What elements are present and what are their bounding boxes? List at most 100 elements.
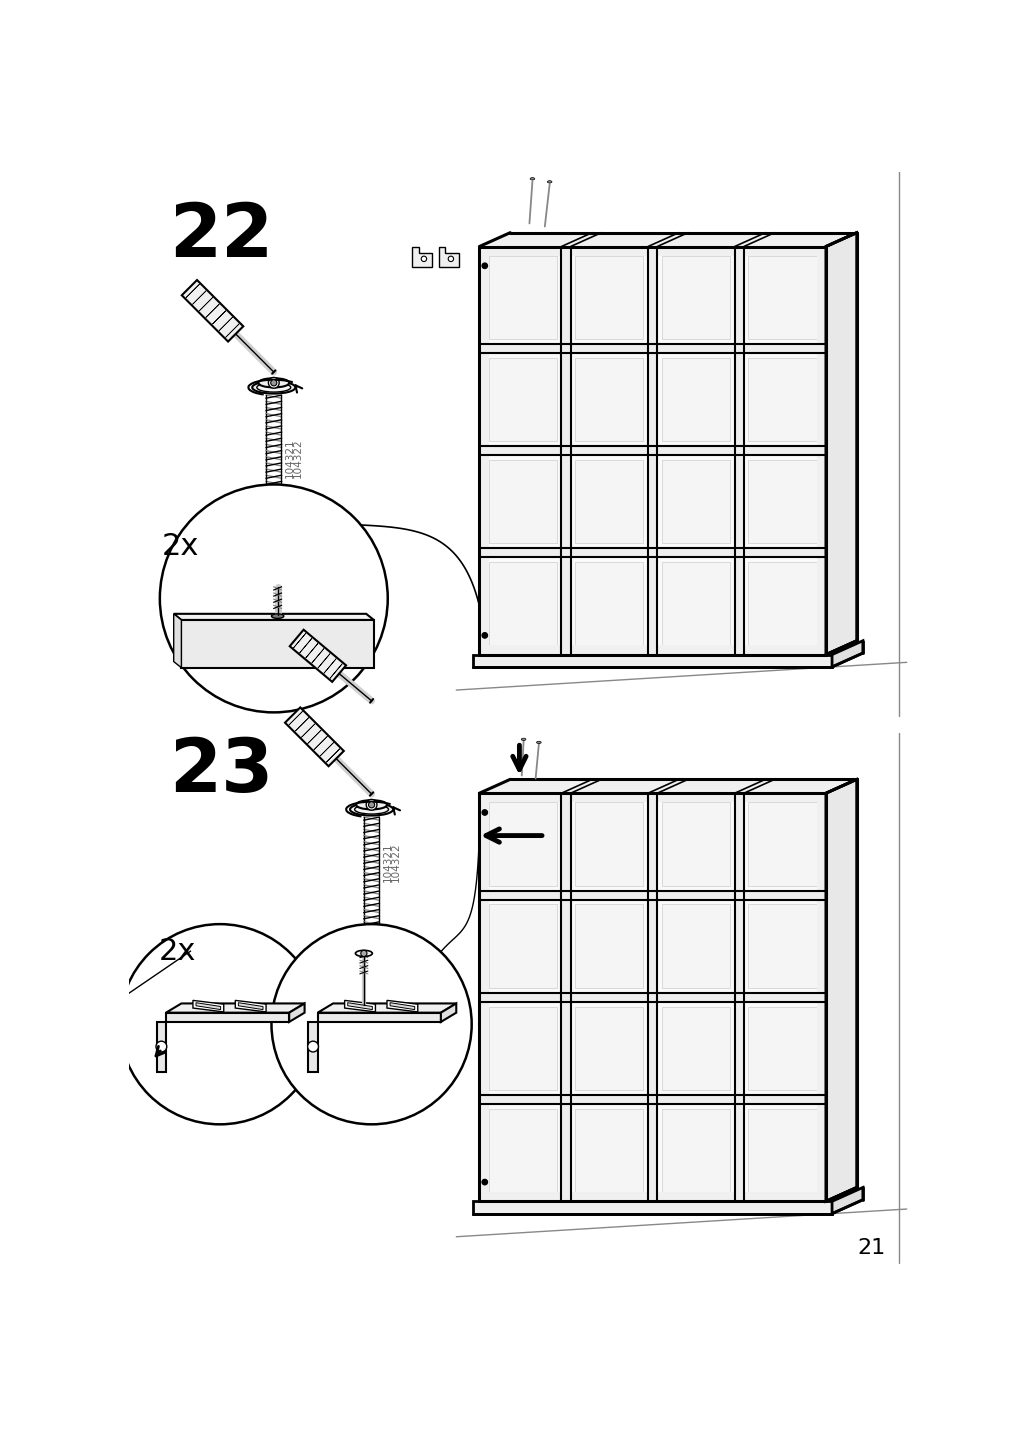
Ellipse shape <box>547 180 551 183</box>
Polygon shape <box>748 358 816 441</box>
Polygon shape <box>311 649 324 663</box>
Polygon shape <box>574 905 643 988</box>
Polygon shape <box>831 1187 862 1214</box>
Polygon shape <box>647 246 656 654</box>
Ellipse shape <box>356 800 386 809</box>
Circle shape <box>368 802 374 808</box>
Text: 104322: 104322 <box>390 842 400 882</box>
Polygon shape <box>479 779 856 793</box>
Polygon shape <box>661 561 729 646</box>
Circle shape <box>271 924 471 1124</box>
Text: 23: 23 <box>169 736 273 809</box>
Circle shape <box>361 951 367 957</box>
Polygon shape <box>193 1001 223 1012</box>
Polygon shape <box>561 246 570 654</box>
Polygon shape <box>488 358 556 441</box>
Polygon shape <box>212 311 225 324</box>
Polygon shape <box>295 717 308 732</box>
Polygon shape <box>289 712 302 725</box>
Ellipse shape <box>257 382 290 392</box>
Polygon shape <box>305 643 317 659</box>
Polygon shape <box>488 905 556 988</box>
Ellipse shape <box>258 378 289 388</box>
Polygon shape <box>239 1002 263 1010</box>
Circle shape <box>366 799 376 811</box>
Polygon shape <box>289 1004 304 1022</box>
Ellipse shape <box>355 951 372 957</box>
Polygon shape <box>748 256 816 339</box>
Circle shape <box>268 378 279 388</box>
Polygon shape <box>647 793 656 1201</box>
Polygon shape <box>389 1002 415 1010</box>
Polygon shape <box>235 1001 266 1012</box>
Polygon shape <box>574 802 643 886</box>
Ellipse shape <box>252 381 295 394</box>
Ellipse shape <box>521 737 526 740</box>
Polygon shape <box>479 445 825 455</box>
Text: 104321: 104321 <box>382 842 392 882</box>
Polygon shape <box>225 324 239 338</box>
Polygon shape <box>661 802 729 886</box>
Polygon shape <box>317 1004 456 1012</box>
Polygon shape <box>317 653 330 669</box>
Polygon shape <box>441 1004 456 1022</box>
Polygon shape <box>561 793 570 1201</box>
Polygon shape <box>324 659 336 673</box>
Polygon shape <box>411 246 432 266</box>
Polygon shape <box>748 460 816 543</box>
Polygon shape <box>488 256 556 339</box>
Polygon shape <box>157 1022 166 1073</box>
Polygon shape <box>825 779 856 1201</box>
Polygon shape <box>479 793 488 1201</box>
Polygon shape <box>308 1022 317 1073</box>
Polygon shape <box>166 1004 304 1012</box>
Polygon shape <box>748 1007 816 1090</box>
Ellipse shape <box>530 178 534 180</box>
Polygon shape <box>313 736 328 750</box>
Polygon shape <box>479 246 825 256</box>
Polygon shape <box>748 1108 816 1191</box>
Polygon shape <box>488 1007 556 1090</box>
Text: 22: 22 <box>169 200 273 274</box>
Polygon shape <box>825 232 856 654</box>
Polygon shape <box>479 548 825 557</box>
Polygon shape <box>285 707 344 766</box>
Polygon shape <box>186 284 199 298</box>
Polygon shape <box>479 646 825 654</box>
Polygon shape <box>479 344 825 354</box>
Polygon shape <box>479 992 825 1002</box>
Circle shape <box>307 1041 318 1053</box>
Polygon shape <box>293 633 305 647</box>
Circle shape <box>481 633 487 639</box>
Polygon shape <box>748 561 816 646</box>
Polygon shape <box>301 723 314 737</box>
Circle shape <box>271 379 277 385</box>
Polygon shape <box>479 1094 825 1104</box>
Polygon shape <box>574 358 643 441</box>
Circle shape <box>119 924 319 1124</box>
Polygon shape <box>825 779 856 1201</box>
Polygon shape <box>196 1002 220 1010</box>
Text: 104321: 104321 <box>284 438 294 478</box>
Polygon shape <box>479 793 825 802</box>
Polygon shape <box>661 1007 729 1090</box>
Polygon shape <box>488 561 556 646</box>
Polygon shape <box>661 358 729 441</box>
Circle shape <box>156 1041 167 1053</box>
Circle shape <box>481 263 487 268</box>
Polygon shape <box>479 793 825 1201</box>
Polygon shape <box>326 749 340 762</box>
Polygon shape <box>661 256 729 339</box>
Circle shape <box>421 256 427 262</box>
Polygon shape <box>181 620 373 667</box>
Polygon shape <box>574 1108 643 1191</box>
Ellipse shape <box>271 614 283 619</box>
Polygon shape <box>479 1191 825 1201</box>
Polygon shape <box>488 802 556 886</box>
Ellipse shape <box>350 803 392 816</box>
Polygon shape <box>574 561 643 646</box>
Polygon shape <box>205 304 219 318</box>
Polygon shape <box>574 460 643 543</box>
Polygon shape <box>174 614 181 667</box>
Polygon shape <box>319 742 334 756</box>
